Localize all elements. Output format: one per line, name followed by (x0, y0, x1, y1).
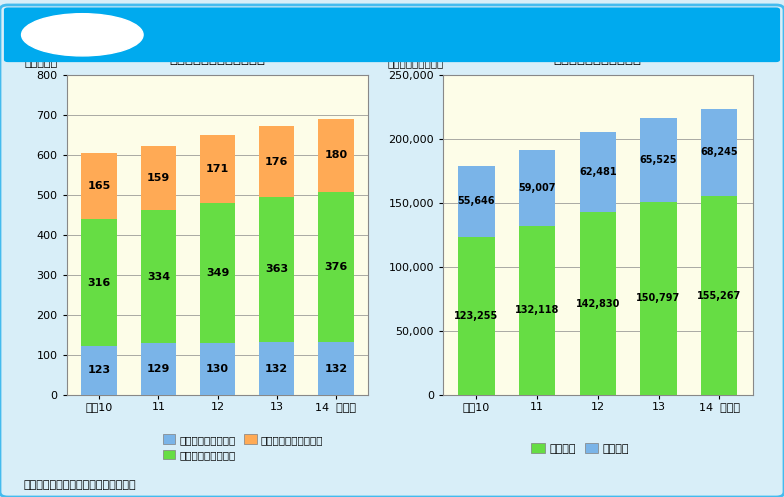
Text: 132: 132 (325, 364, 347, 374)
Bar (140, 146, 176, 210)
Bar (140, 210, 176, 343)
Text: ●図1-1-11●: ●図1-1-11● (48, 28, 117, 41)
Text: 130: 130 (206, 364, 229, 374)
Text: 363: 363 (265, 264, 289, 274)
Text: 376: 376 (325, 262, 347, 272)
Text: 150,797: 150,797 (637, 293, 681, 304)
Bar (82, 219, 117, 346)
Bar (82, 153, 117, 219)
Bar (318, 342, 354, 395)
Text: 129: 129 (147, 364, 170, 374)
Bar (318, 191, 354, 342)
Text: 123: 123 (88, 365, 111, 375)
Text: 123,255: 123,255 (454, 311, 499, 321)
Text: 65,525: 65,525 (640, 155, 677, 165)
Bar (318, 119, 354, 191)
Text: 142,830: 142,830 (575, 299, 620, 309)
Text: 55,646: 55,646 (458, 196, 495, 206)
Bar (701, 196, 738, 395)
Text: 349: 349 (206, 268, 229, 278)
Bar (458, 166, 495, 237)
Title: 大学院の在学者数の推移: 大学院の在学者数の推移 (554, 54, 642, 67)
Text: 180: 180 (325, 151, 347, 161)
Text: 176: 176 (265, 157, 289, 166)
Bar (200, 203, 235, 343)
Text: 68,245: 68,245 (700, 147, 738, 157)
Text: 132: 132 (265, 364, 289, 374)
Bar (641, 202, 677, 395)
Bar (641, 118, 677, 202)
Bar (259, 342, 295, 395)
Bar (458, 237, 495, 395)
Text: 132,118: 132,118 (515, 306, 559, 316)
Text: 159: 159 (147, 173, 170, 183)
Text: 171: 171 (206, 164, 229, 174)
Text: 316: 316 (88, 277, 111, 288)
Bar (200, 135, 235, 203)
Text: 165: 165 (88, 181, 111, 191)
Text: （大学数）: （大学数） (24, 58, 57, 68)
Bar (519, 150, 555, 226)
Legend: 修士課程, 博士課程: 修士課程, 博士課程 (527, 439, 633, 458)
Text: 155,267: 155,267 (697, 291, 742, 301)
Bar (140, 343, 176, 395)
Text: 334: 334 (147, 271, 170, 281)
Bar (259, 126, 295, 197)
Text: 62,481: 62,481 (579, 167, 616, 177)
Bar (701, 108, 738, 196)
Bar (200, 343, 235, 395)
Legend: 修士課程を置く大学, 博士課程を置く大学, 大学院を置かない大学: 修士課程を置く大学, 博士課程を置く大学, 大学院を置かない大学 (158, 430, 328, 464)
Text: 大学院の整備状況: 大学院の整備状況 (180, 27, 253, 42)
Bar (519, 226, 555, 395)
Bar (259, 197, 295, 342)
Text: （資料）文部科学省「学校基本調査」: （資料）文部科学省「学校基本調査」 (24, 480, 136, 490)
Bar (579, 132, 616, 212)
Title: 大学院を置く大学数の推移: 大学院を置く大学数の推移 (169, 54, 266, 67)
Text: 59,007: 59,007 (518, 183, 556, 193)
Bar (82, 346, 117, 395)
Text: （在学者数（人））: （在学者数（人）） (387, 58, 444, 68)
Bar (579, 212, 616, 395)
